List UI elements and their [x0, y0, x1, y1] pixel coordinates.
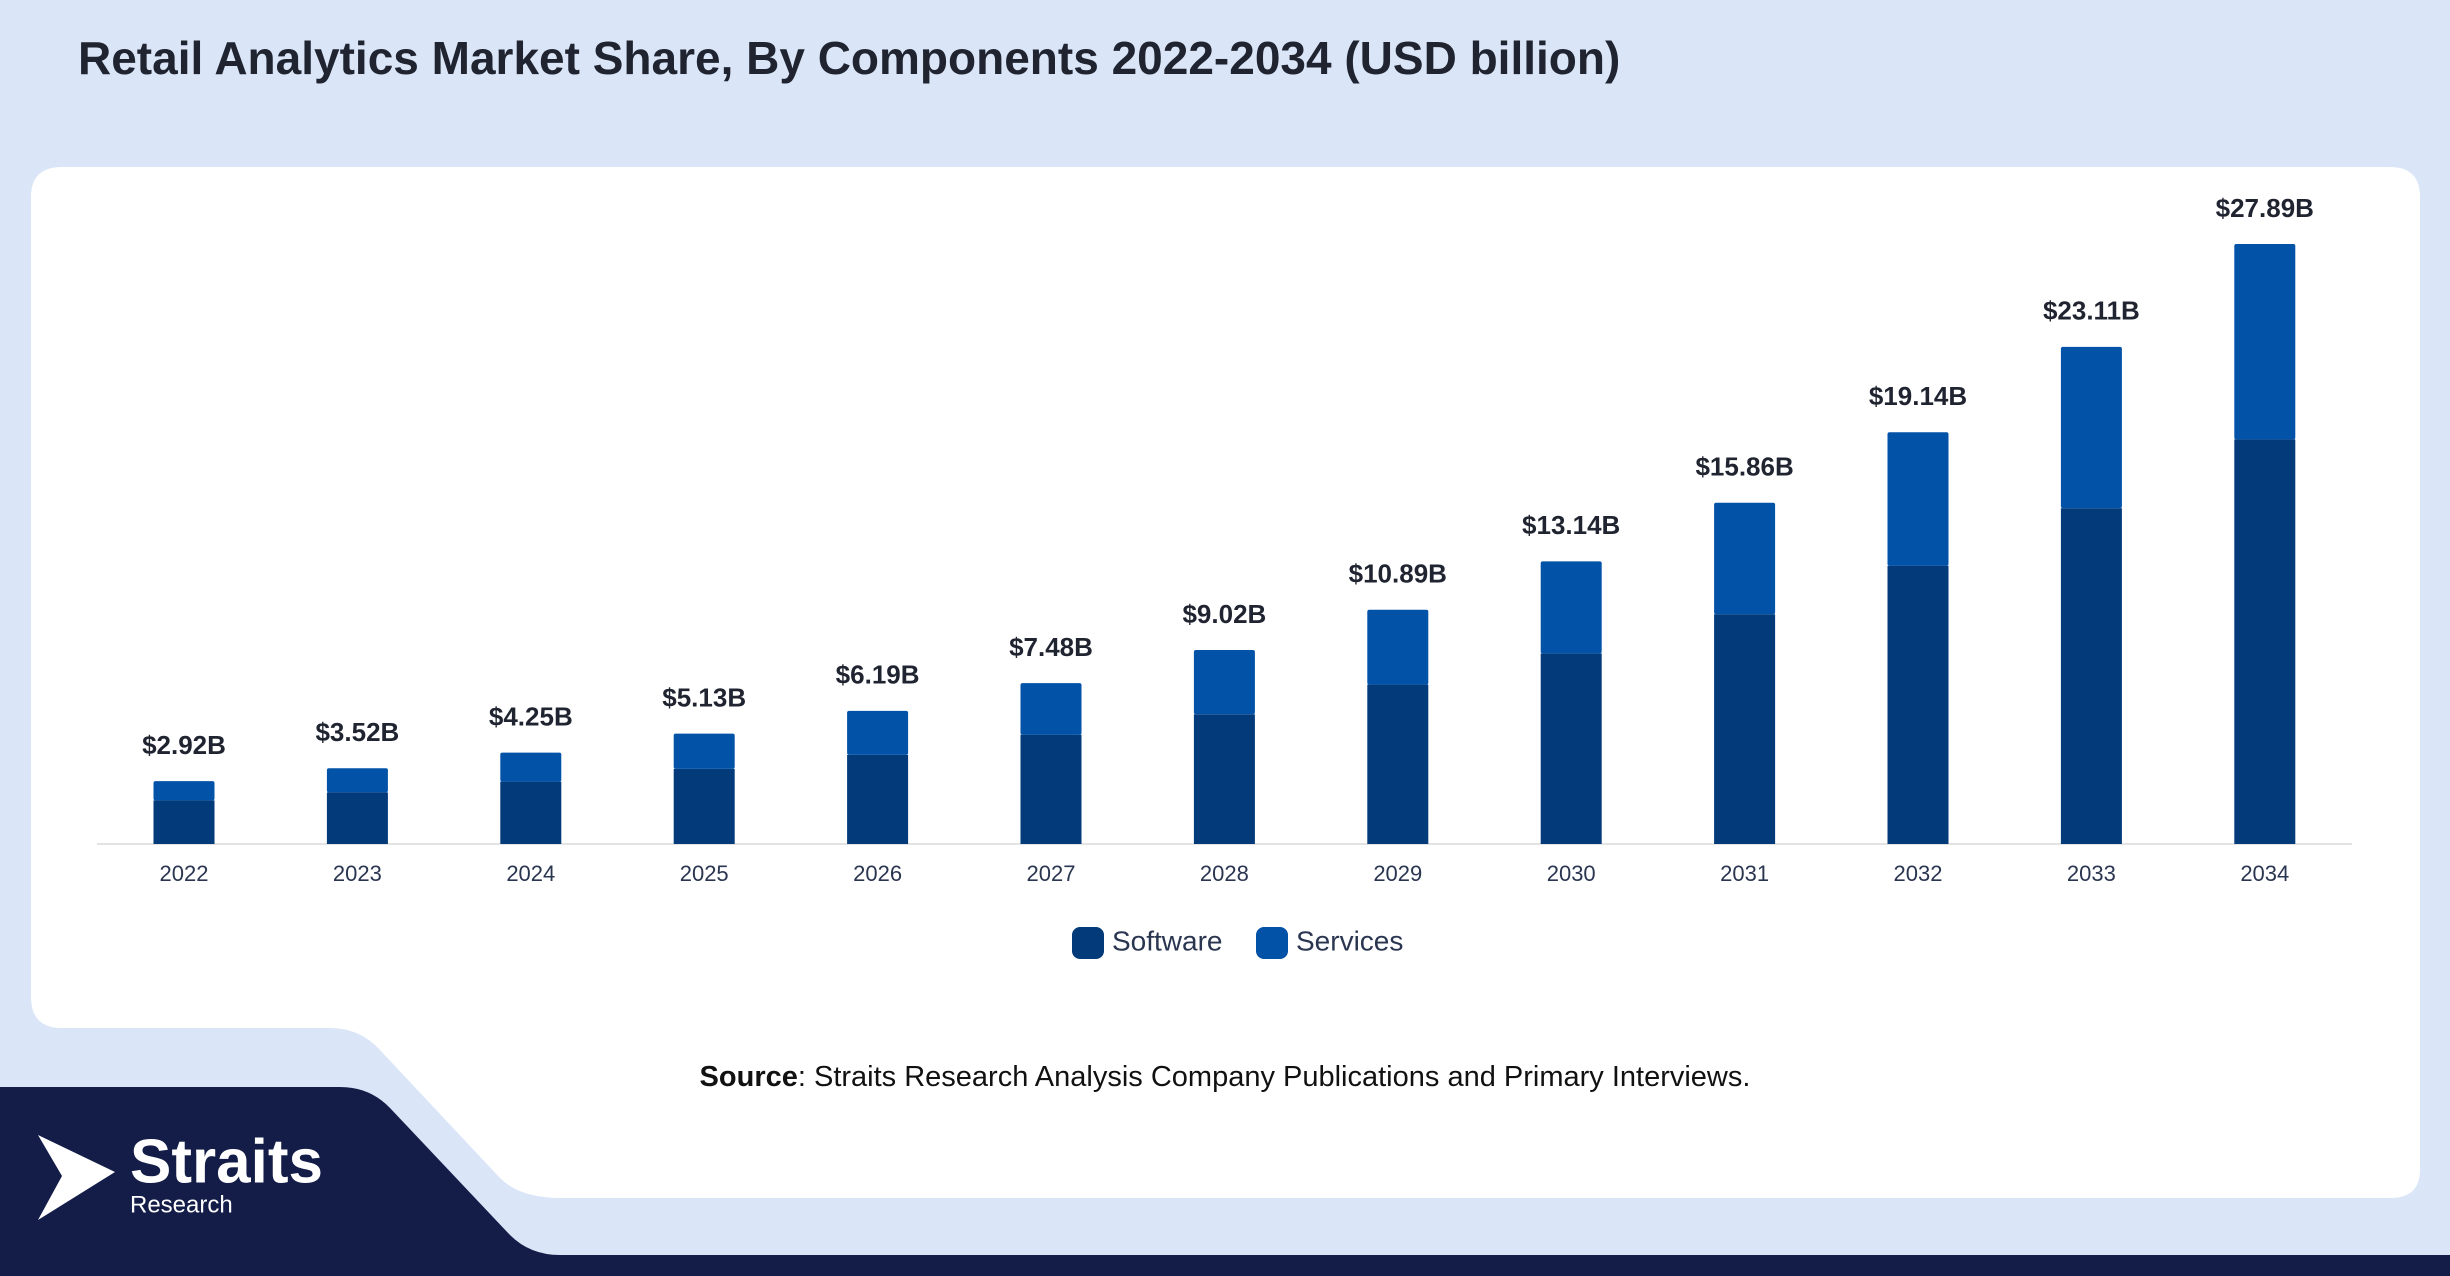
- footer-band: [0, 1087, 2450, 1276]
- x-tick-label: 2026: [853, 861, 902, 886]
- total-label: $5.13B: [662, 683, 746, 713]
- x-tick-label: 2029: [1373, 861, 1422, 886]
- logo-icon: [38, 1135, 115, 1220]
- logo-sub: Research: [130, 1191, 233, 1218]
- bar-segment: [1540, 561, 1602, 654]
- total-label: $7.48B: [1009, 632, 1093, 662]
- legend-swatch: [1072, 927, 1104, 959]
- x-tick-label: 2032: [1894, 861, 1943, 886]
- bar-segment: [500, 781, 562, 844]
- bar-segment: [500, 752, 562, 782]
- total-label: $23.11B: [2043, 296, 2140, 326]
- total-label: $27.89B: [2216, 193, 2314, 223]
- source-label: Source: [700, 1061, 798, 1093]
- x-tick-label: 2030: [1547, 861, 1596, 886]
- total-label: $4.25B: [489, 701, 573, 731]
- bar-segment: [847, 754, 909, 844]
- total-label: $13.14B: [1522, 510, 1620, 540]
- bar-segment: [2234, 244, 2296, 440]
- bar-segment: [326, 792, 388, 844]
- chart-title: Retail Analytics Market Share, By Compon…: [78, 32, 1620, 84]
- bar-segment: [1887, 565, 1949, 844]
- x-tick-label: 2033: [2067, 861, 2116, 886]
- bar-segment: [1193, 649, 1255, 715]
- x-tick-label: 2024: [506, 861, 555, 886]
- bar-segment: [1540, 653, 1602, 844]
- bar-segment: [2060, 508, 2122, 844]
- x-tick-label: 2025: [680, 861, 729, 886]
- bar-segment: [673, 768, 735, 844]
- legend-swatch: [1256, 927, 1288, 959]
- x-tick-label: 2022: [160, 861, 209, 886]
- bar-segment: [2060, 346, 2122, 509]
- bar-segment: [2234, 439, 2296, 844]
- x-tick-label: 2027: [1027, 861, 1076, 886]
- total-label: $19.14B: [1869, 381, 1967, 411]
- x-tick-label: 2023: [333, 861, 382, 886]
- bar-segment: [1714, 502, 1776, 615]
- bar-segment: [1367, 684, 1429, 844]
- bar-segment: [673, 733, 735, 769]
- bar-segment: [847, 710, 909, 755]
- total-label: $2.92B: [142, 730, 226, 760]
- bar-segment: [1714, 614, 1776, 844]
- bar-segment: [326, 768, 388, 793]
- total-label: $3.52B: [315, 717, 399, 747]
- total-label: $15.86B: [1695, 452, 1793, 482]
- total-label: $9.02B: [1182, 599, 1266, 629]
- logo-name: Straits: [130, 1127, 323, 1196]
- total-label: $10.89B: [1349, 559, 1447, 589]
- x-tick-label: 2028: [1200, 861, 1249, 886]
- source: Source: Straits Research Analysis Compan…: [700, 1061, 1751, 1093]
- bar-segment: [153, 800, 215, 844]
- legend-label: Services: [1296, 925, 1403, 956]
- x-tick-label: 2034: [2240, 861, 2289, 886]
- bar-segment: [1193, 714, 1255, 844]
- bar-segment: [153, 781, 215, 801]
- bar-segment: [1020, 683, 1082, 735]
- bar-segment: [1367, 609, 1429, 685]
- total-label: $6.19B: [836, 660, 920, 690]
- legend-label: Software: [1112, 925, 1223, 956]
- bar-segment: [1020, 734, 1082, 844]
- x-tick-label: 2031: [1720, 861, 1769, 886]
- source-text: : Straits Research Analysis Company Publ…: [798, 1061, 1751, 1093]
- bar-segment: [1887, 432, 1949, 566]
